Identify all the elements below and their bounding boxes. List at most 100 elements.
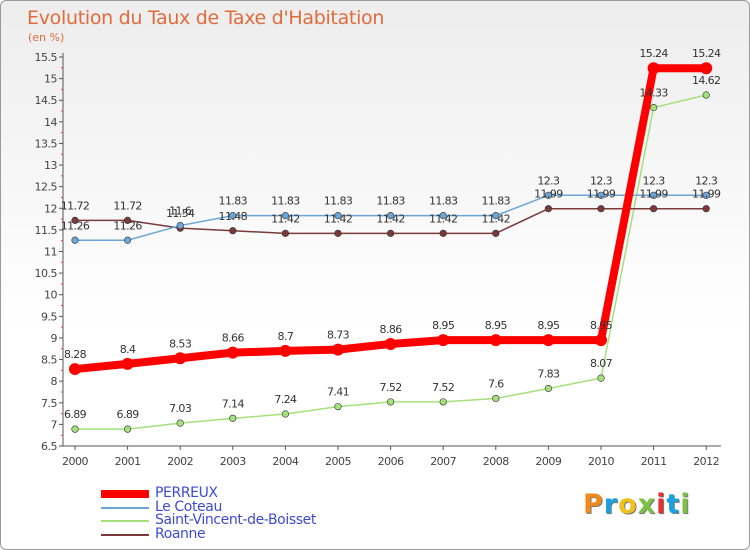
data-point xyxy=(700,62,713,75)
data-point xyxy=(281,410,290,418)
data-label: 11.83 xyxy=(271,195,300,208)
y-tick-label: 7 xyxy=(51,418,58,431)
data-point xyxy=(702,91,710,99)
data-label: 7.6 xyxy=(488,377,504,390)
data-point xyxy=(492,212,500,220)
data-label: 14.62 xyxy=(692,74,721,87)
data-label: 8.95 xyxy=(590,319,613,332)
data-point xyxy=(123,216,132,224)
x-tick-label: 2010 xyxy=(588,455,614,468)
x-tick-label: 2006 xyxy=(378,455,404,468)
y-tick-label: 15 xyxy=(44,73,57,86)
data-label: 11.42 xyxy=(429,212,458,225)
data-point xyxy=(492,394,500,403)
legend-item: Roanne xyxy=(101,525,401,543)
data-point xyxy=(334,212,342,220)
data-label: 8.95 xyxy=(485,319,508,332)
data-label: 7.03 xyxy=(169,402,192,415)
legend-item: Le Coteau xyxy=(101,499,401,516)
y-tick-label: 10.5 xyxy=(35,267,58,280)
data-label: 12.3 xyxy=(695,174,718,187)
data-point xyxy=(597,205,605,213)
data-label: 8.28 xyxy=(64,348,87,361)
logo-letter: t xyxy=(666,489,681,520)
legend-item: Saint-Vincent-de-Boisset xyxy=(101,512,401,529)
data-label: 8.95 xyxy=(537,319,560,332)
y-tick-label: 14.5 xyxy=(35,94,58,107)
data-label: 11.72 xyxy=(61,199,90,212)
x-tick-label: 2012 xyxy=(693,455,719,468)
legend-item: PERREUX xyxy=(101,485,401,502)
data-point xyxy=(649,205,658,213)
data-point xyxy=(123,425,132,433)
legend-swatch xyxy=(101,533,149,536)
data-label: 7.14 xyxy=(222,397,245,410)
y-tick-label: 6.5 xyxy=(41,440,57,453)
series-points xyxy=(69,62,713,433)
data-label: 11.72 xyxy=(113,199,142,212)
y-tick-label: 15.5 xyxy=(35,51,58,64)
x-tick-label: 2011 xyxy=(641,455,667,468)
data-label: 11.42 xyxy=(482,212,511,225)
x-tick-label: 2005 xyxy=(325,455,351,468)
data-label: 14.33 xyxy=(639,87,668,100)
logo-letter: r xyxy=(603,489,619,520)
data-label: 11.26 xyxy=(113,219,142,232)
y-tick-label: 9.5 xyxy=(41,310,57,323)
data-point xyxy=(384,337,397,350)
data-point xyxy=(387,398,395,406)
data-label: 11.99 xyxy=(639,188,668,201)
data-point xyxy=(649,191,658,199)
series-line-2 xyxy=(75,94,707,430)
data-label: 11.83 xyxy=(429,195,458,208)
data-label: 11.54 xyxy=(166,207,195,220)
data-label: 15.24 xyxy=(692,47,721,60)
data-point xyxy=(489,334,502,347)
logo-letter: i xyxy=(656,489,667,520)
y-tick-label: 8 xyxy=(51,375,58,388)
data-label: 8.07 xyxy=(590,357,613,370)
data-point xyxy=(229,212,237,220)
y-tick-label: 8.5 xyxy=(41,354,57,367)
x-tick-label: 2008 xyxy=(483,455,509,468)
data-point xyxy=(121,357,134,370)
chart-title: Evolution du Taux de Taxe d'Habitation xyxy=(27,7,385,29)
data-label: 8.66 xyxy=(222,332,245,345)
data-point xyxy=(332,343,344,356)
data-label: 8.95 xyxy=(432,319,455,332)
data-label: 11.26 xyxy=(61,219,90,232)
data-point xyxy=(647,62,660,75)
data-point xyxy=(279,344,292,357)
series-lines xyxy=(74,64,707,430)
logo-letter: o xyxy=(618,489,638,520)
data-label: 7.52 xyxy=(432,381,454,394)
data-point xyxy=(597,374,605,382)
data-point xyxy=(176,221,184,230)
data-label: 11.83 xyxy=(324,195,353,208)
data-point xyxy=(176,419,184,427)
legend-label: Roanne xyxy=(155,525,206,542)
proxiti-logo: Proxiti xyxy=(583,489,691,520)
data-label: 8.73 xyxy=(327,329,350,342)
data-point xyxy=(597,191,605,199)
data-point xyxy=(649,103,658,112)
data-label: 7.41 xyxy=(327,386,349,399)
data-point xyxy=(226,346,239,359)
data-point xyxy=(229,227,237,235)
y-tick-label: 11.5 xyxy=(35,224,58,237)
data-point xyxy=(544,205,553,213)
chart-unit-label: (en %) xyxy=(28,31,65,44)
data-label: 11.99 xyxy=(534,188,563,201)
data-label: 11.42 xyxy=(324,212,353,225)
y-tick-label: 7.5 xyxy=(41,397,57,410)
data-point xyxy=(174,352,187,365)
y-tick-label: 14 xyxy=(44,116,57,129)
data-label: 12.3 xyxy=(643,174,666,187)
logo-letter: i xyxy=(680,489,691,520)
data-point xyxy=(439,212,447,220)
data-point xyxy=(123,236,132,244)
data-point xyxy=(281,212,290,220)
legend-swatch xyxy=(101,506,149,509)
data-labels: 6.89 6.89 7.03 7.14 7.24 7.41 7.52 7.52 7.6 7.83 8… xyxy=(61,47,722,421)
